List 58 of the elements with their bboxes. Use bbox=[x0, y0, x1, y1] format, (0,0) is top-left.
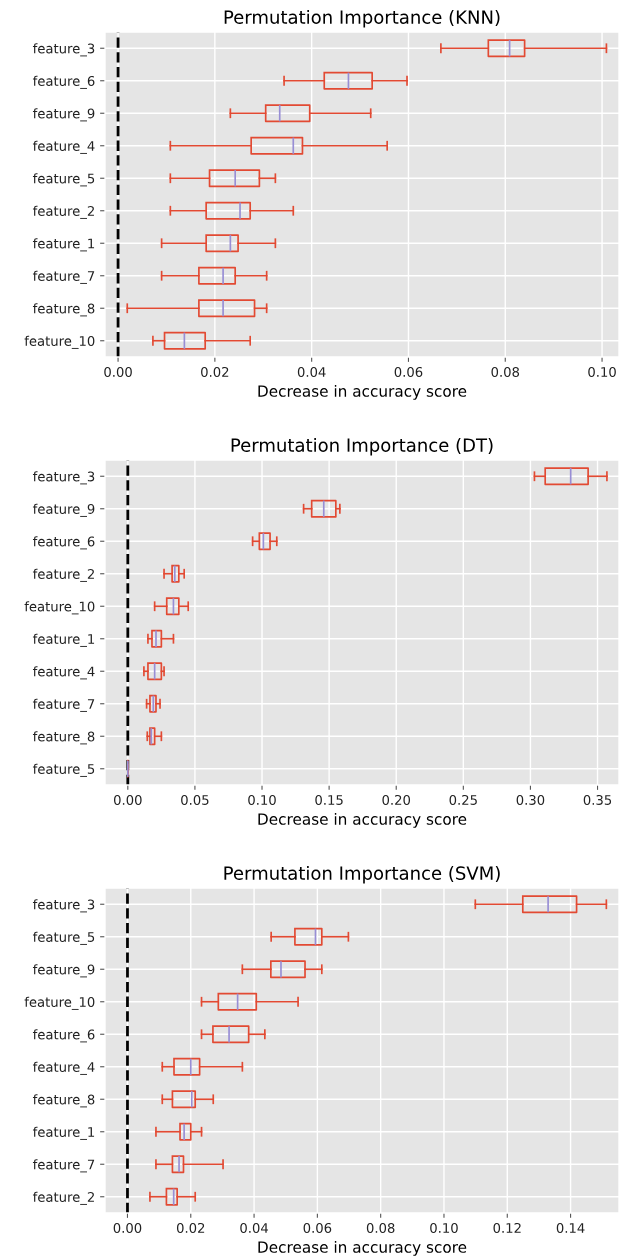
y-tick-label: feature_4 bbox=[32, 666, 95, 680]
y-tick-label: feature_5 bbox=[32, 931, 95, 945]
y-tick-label: feature_4 bbox=[32, 140, 95, 154]
y-tick-label: feature_8 bbox=[32, 303, 95, 317]
x-tick-label: 0.10 bbox=[588, 366, 616, 377]
y-tick-label: feature_3 bbox=[32, 43, 95, 57]
y-tick-label: feature_6 bbox=[32, 75, 95, 89]
x-axis-title: Decrease in accuracy score bbox=[258, 813, 467, 828]
y-tick-label: feature_3 bbox=[32, 899, 95, 913]
y-tick-label: feature_9 bbox=[32, 503, 95, 517]
x-axis-title: Decrease in accuracy score bbox=[258, 385, 467, 400]
x-tick-label: 0.10 bbox=[430, 1222, 458, 1233]
x-axis-title: Decrease in accuracy score bbox=[258, 1241, 467, 1256]
y-tick-label: feature_7 bbox=[32, 1159, 95, 1173]
chart-title: Permutation Importance (DT) bbox=[231, 437, 493, 456]
x-tick-label: 0.25 bbox=[449, 794, 477, 805]
chart-title: Permutation Importance (KNN) bbox=[224, 9, 500, 28]
y-tick-label: feature_10 bbox=[24, 335, 95, 349]
y-tick-label: feature_2 bbox=[32, 1191, 94, 1205]
y-tick-label: feature_1 bbox=[32, 1126, 95, 1140]
x-tick-label: 0.05 bbox=[181, 794, 209, 805]
y-tick-label: feature_5 bbox=[32, 173, 95, 187]
y-tick-label: feature_7 bbox=[32, 698, 95, 712]
x-tick-label: 0.15 bbox=[315, 794, 343, 805]
y-tick-label: feature_6 bbox=[32, 1029, 95, 1043]
x-tick-label: 0.00 bbox=[114, 794, 142, 805]
y-tick-label: feature_2 bbox=[32, 568, 94, 582]
y-tick-label: feature_1 bbox=[32, 633, 95, 647]
y-tick-label: feature_6 bbox=[32, 536, 95, 550]
y-tick-label: feature_8 bbox=[32, 731, 95, 745]
x-tick-label: 0.12 bbox=[493, 1222, 521, 1233]
x-tick-label: 0.04 bbox=[240, 1222, 269, 1233]
x-tick-label: 0.35 bbox=[583, 794, 612, 805]
x-tick-label: 0.08 bbox=[366, 1222, 395, 1233]
y-tick-label: feature_3 bbox=[32, 471, 95, 485]
x-tick-label: 0.00 bbox=[113, 1222, 142, 1233]
y-tick-label: feature_1 bbox=[32, 238, 95, 252]
y-tick-label: feature_9 bbox=[32, 108, 95, 122]
x-tick-label: 0.20 bbox=[382, 794, 411, 805]
y-tick-label: feature_4 bbox=[32, 1061, 95, 1075]
x-tick-label: 0.04 bbox=[297, 366, 326, 377]
y-tick-label: feature_10 bbox=[24, 996, 95, 1010]
y-tick-label: feature_8 bbox=[32, 1094, 95, 1108]
y-tick-label: feature_7 bbox=[32, 270, 95, 284]
x-tick-label: 0.10 bbox=[248, 794, 276, 805]
x-tick-label: 0.30 bbox=[516, 794, 545, 805]
x-tick-label: 0.02 bbox=[201, 366, 229, 377]
y-tick-label: feature_5 bbox=[32, 763, 95, 777]
x-tick-label: 0.08 bbox=[491, 366, 520, 377]
chart-title: Permutation Importance (SVM) bbox=[224, 865, 500, 884]
y-tick-label: feature_9 bbox=[32, 964, 95, 978]
x-tick-label: 0.02 bbox=[176, 1222, 205, 1233]
y-tick-label: feature_10 bbox=[24, 601, 95, 615]
x-tick-label: 0.00 bbox=[104, 366, 132, 377]
x-tick-label: 0.14 bbox=[556, 1222, 585, 1233]
y-tick-label: feature_2 bbox=[32, 205, 94, 219]
x-tick-label: 0.06 bbox=[303, 1222, 332, 1233]
x-tick-label: 0.06 bbox=[394, 366, 423, 377]
